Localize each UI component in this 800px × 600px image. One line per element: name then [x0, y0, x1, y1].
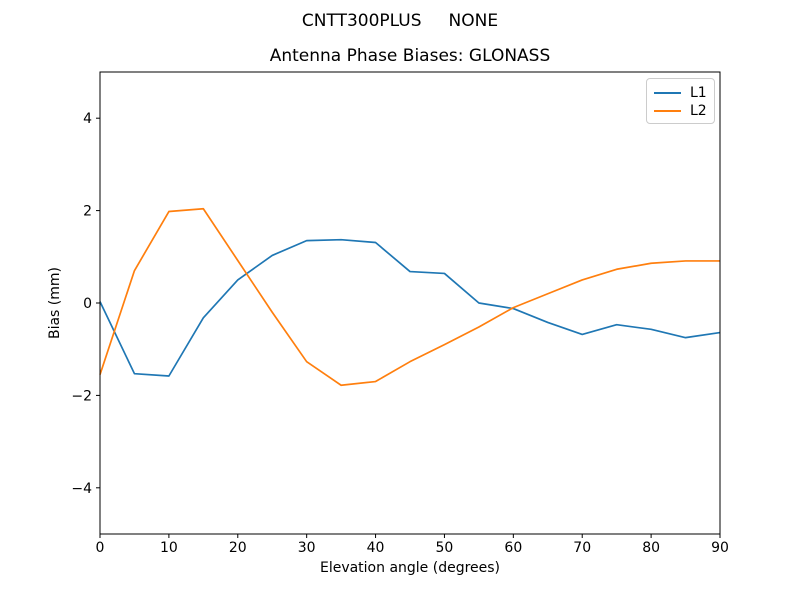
x-tick-label: 70 [573, 540, 591, 556]
x-tick-label: 60 [504, 540, 522, 556]
y-tick-label: −2 [71, 388, 92, 404]
legend-label-l1: L1 [690, 85, 707, 101]
axes-frame [99, 71, 721, 535]
y-axis-label: Bias (mm) [47, 266, 63, 340]
x-tick-label: 40 [367, 540, 385, 556]
chart-title: Antenna Phase Biases: GLONASS [269, 46, 551, 66]
x-axis-label: Elevation angle (degrees) [319, 560, 501, 576]
l2-line-swatch [654, 110, 681, 112]
x-tick-label: 20 [229, 540, 247, 556]
y-tick-label: −4 [71, 481, 92, 497]
x-tick-label: 10 [160, 540, 178, 556]
figure-suptitle: CNTT300PLUS NONE [301, 11, 499, 31]
legend-item-l2: L2 [654, 102, 707, 120]
y-tick-label: 2 [83, 204, 92, 220]
l1-line-swatch [654, 92, 681, 94]
legend-item-l1: L1 [654, 84, 707, 102]
legend-label-l2: L2 [690, 103, 707, 119]
legend: L1 L2 [646, 78, 715, 124]
x-tick-label: 50 [436, 540, 454, 556]
series-line-l2 [99, 207, 720, 387]
series-line-l1 [99, 238, 721, 377]
x-tick-label: 0 [96, 540, 105, 556]
x-tick-label: 80 [642, 540, 660, 556]
y-tick-label: 0 [83, 296, 92, 312]
x-tick-label: 90 [711, 540, 729, 556]
x-tick-label: 30 [298, 540, 316, 556]
y-tick-label: 4 [83, 111, 92, 127]
